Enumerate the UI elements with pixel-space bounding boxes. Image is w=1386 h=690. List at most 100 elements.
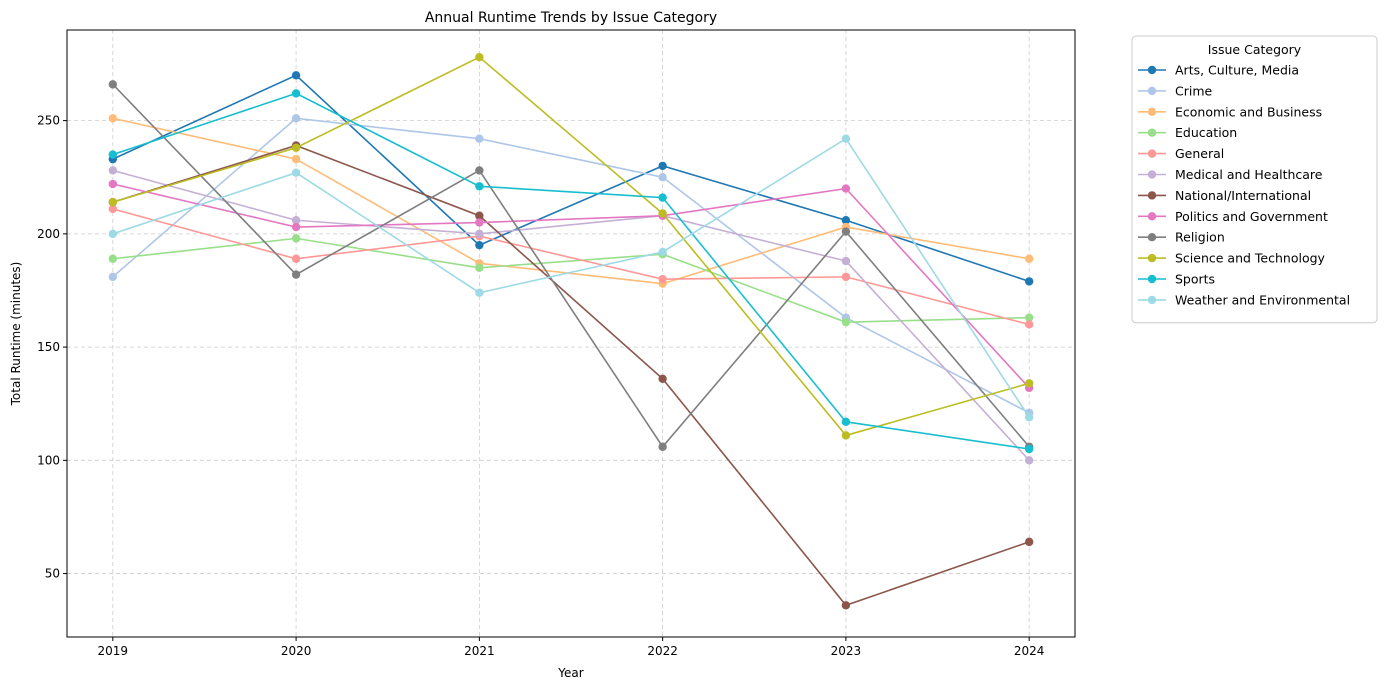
series-line: [112, 183, 1030, 389]
data-point: [475, 240, 484, 250]
data-point: [1024, 277, 1034, 286]
x-tick-label: 2024: [1014, 644, 1045, 658]
x-tick-label: 2020: [281, 644, 312, 658]
legend-label: Crime: [1175, 83, 1213, 98]
data-point: [108, 150, 118, 159]
legend-label: Sports: [1175, 272, 1215, 287]
data-point: [658, 161, 667, 171]
data-point: [475, 229, 484, 239]
data-point: [658, 193, 667, 202]
series-weather-and-environmental: [108, 134, 1034, 422]
data-point: [291, 71, 301, 80]
series-line: [112, 137, 1030, 418]
data-point: [841, 134, 851, 143]
y-tick-label: 100: [37, 453, 60, 467]
series-line: [112, 208, 1030, 326]
data-point: [841, 431, 851, 440]
legend-item: Economic and Business: [1138, 104, 1322, 119]
data-point: [291, 114, 301, 123]
data-point: [108, 204, 118, 214]
data-point: [841, 216, 851, 225]
legend-item: Arts, Culture, Media: [1138, 63, 1299, 78]
series-medical-and-healthcare: [108, 166, 1034, 465]
y-tick-label: 50: [45, 567, 60, 581]
legend-item: Weather and Environmental: [1138, 292, 1350, 307]
data-point: [841, 417, 851, 427]
y-axis-ticks: 50 100 150 200 250: [37, 114, 67, 581]
legend-swatch-marker: [1147, 107, 1157, 117]
y-axis-label: Total Runtime (minutes): [9, 262, 23, 407]
legend-label: Education: [1175, 125, 1237, 140]
series-line: [112, 92, 1030, 450]
data-point: [841, 601, 851, 610]
x-tick-label: 2023: [831, 644, 862, 658]
data-point: [108, 114, 118, 123]
data-point: [841, 317, 851, 327]
grid-layer: [67, 30, 1075, 637]
series-sports: [108, 89, 1034, 454]
legend-frame: [1131, 35, 1378, 324]
data-point: [1024, 413, 1034, 422]
data-point: [108, 272, 118, 282]
data-point: [291, 234, 301, 243]
x-tick-label: 2019: [98, 644, 129, 658]
series-line: [112, 144, 1030, 607]
data-point: [475, 52, 484, 62]
legend-label: Religion: [1175, 230, 1225, 245]
legend-swatch-marker: [1147, 149, 1157, 158]
legend-label: Science and Technology: [1175, 251, 1326, 266]
x-axis-ticks: 2019 2020 2021 2022 2023 2024: [98, 637, 1045, 658]
data-point: [658, 442, 667, 451]
legend-item: Science and Technology: [1138, 251, 1326, 266]
y-tick-label: 150: [37, 340, 60, 354]
data-point: [291, 143, 301, 152]
data-point: [291, 168, 301, 177]
series-crime: [108, 114, 1034, 417]
data-point: [291, 254, 301, 263]
legend-item: Crime: [1138, 83, 1213, 98]
data-point: [475, 218, 484, 227]
data-point: [841, 256, 851, 266]
data-point: [475, 182, 484, 191]
data-point: [1024, 379, 1034, 388]
legend-label: Arts, Culture, Media: [1175, 63, 1299, 78]
legend-label: Weather and Environmental: [1175, 292, 1350, 307]
data-point: [291, 216, 301, 225]
series-line: [112, 83, 1030, 449]
series-education: [108, 234, 1034, 327]
data-point: [108, 166, 118, 175]
legend-swatch-marker: [1147, 233, 1157, 242]
legend-label: Politics and Government: [1175, 209, 1328, 224]
data-point: [475, 263, 484, 273]
legend-swatch-marker: [1147, 128, 1157, 137]
data-point: [108, 197, 118, 207]
data-point: [108, 229, 118, 239]
series-layer: [108, 52, 1034, 610]
data-point: [658, 274, 667, 284]
legend-label: National/International: [1175, 188, 1311, 203]
data-point: [658, 173, 667, 182]
data-point: [108, 254, 118, 263]
plot-frame: [66, 29, 1076, 638]
legend-item: National/International: [1138, 188, 1311, 203]
series-line: [112, 169, 1030, 461]
legend-item: Education: [1138, 125, 1237, 140]
data-point: [291, 270, 301, 279]
data-point: [658, 374, 667, 383]
chart-title: Annual Runtime Trends by Issue Category: [425, 10, 717, 26]
data-point: [1024, 537, 1034, 547]
y-tick-label: 200: [37, 227, 60, 241]
data-point: [291, 222, 301, 232]
data-point: [841, 227, 851, 236]
data-point: [475, 134, 484, 143]
legend-title: Issue Category: [1208, 42, 1302, 57]
legend-swatch-marker: [1147, 86, 1157, 96]
legend-swatch-marker: [1147, 212, 1157, 221]
x-tick-label: 2022: [647, 644, 678, 658]
data-point: [841, 272, 851, 282]
legend-items: Arts, Culture, Media Crime Economic and Bu…: [1138, 63, 1350, 307]
x-tick-label: 2021: [464, 644, 495, 658]
legend-swatch-marker: [1147, 253, 1157, 263]
data-point: [658, 209, 667, 218]
